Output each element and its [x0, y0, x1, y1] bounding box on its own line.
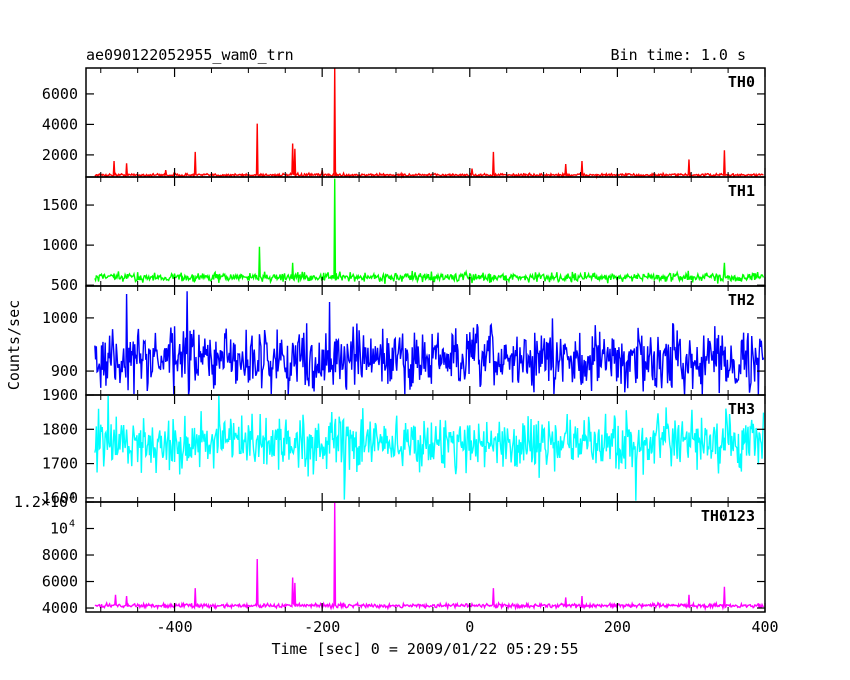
y-tick-label: 6000 — [42, 573, 78, 591]
panel-label: TH0 — [728, 73, 755, 91]
panels-group: TH0200040006000TH150010001500TH29001000T… — [14, 67, 766, 617]
y-tick-label: 4000 — [42, 115, 78, 133]
series-th2 — [94, 291, 765, 396]
panel-frame — [85, 176, 766, 287]
chart-title-right: Bin time: 1.0 s — [611, 46, 746, 64]
y-tick-label: 2000 — [42, 146, 78, 164]
x-axis-label: Time [sec] 0 = 2009/01/22 05:29:55 — [271, 640, 578, 658]
series-th3 — [94, 394, 765, 501]
panel-label: TH0123 — [701, 507, 755, 525]
series-th1 — [94, 178, 765, 285]
y-tick-label: 1.2×10 — [14, 493, 68, 511]
y-tick-label: 1700 — [42, 455, 78, 473]
panel-frame — [85, 67, 766, 178]
y-tick-label: 1000 — [42, 309, 78, 327]
x-tick-label: 0 — [465, 618, 474, 636]
y-tick-exponent: 4 — [69, 519, 75, 530]
panel-label: TH1 — [728, 182, 755, 200]
series-th0123 — [94, 501, 765, 612]
y-tick-label: 1000 — [42, 236, 78, 254]
panel-label: TH2 — [728, 291, 755, 309]
y-tick-label: 6000 — [42, 85, 78, 103]
panel-th1: TH1 500 1000 1500 — [42, 176, 766, 294]
x-tick-label: 400 — [751, 618, 778, 636]
y-tick-label: 1900 — [42, 386, 78, 404]
panel-frame — [85, 501, 766, 613]
series-th0 — [94, 67, 764, 180]
y-tick-label: 1600 — [42, 489, 78, 507]
panel-th2: TH2 900 1000 — [42, 285, 766, 396]
y-tick-label: 500 — [51, 276, 78, 294]
y-tick-label: 900 — [51, 362, 78, 380]
y-axis-label: Counts/sec — [5, 300, 23, 390]
y-tick-label: 4000 — [42, 599, 78, 617]
x-tick-label: -400 — [157, 618, 193, 636]
y-tick-label: 1500 — [42, 196, 78, 214]
y-tick-label: 8000 — [42, 546, 78, 564]
panel-th3: TH3 1600 1700 1800 1900 — [42, 386, 766, 507]
x-tick-label: -200 — [304, 618, 340, 636]
chart-title-left: ae090122052955_wam0_trn — [86, 46, 294, 64]
panel-th0: TH0 2000 4000 6000 — [42, 67, 766, 180]
panel-label: TH3 — [728, 400, 755, 418]
y-tick-label: 10 — [50, 520, 68, 538]
x-axis-ticks: -400 -200 0 200 400 — [100, 68, 779, 636]
x-tick-label: 200 — [604, 618, 631, 636]
y-tick-label: 1800 — [42, 420, 78, 438]
y-tick-exponent: 4 — [69, 492, 75, 503]
